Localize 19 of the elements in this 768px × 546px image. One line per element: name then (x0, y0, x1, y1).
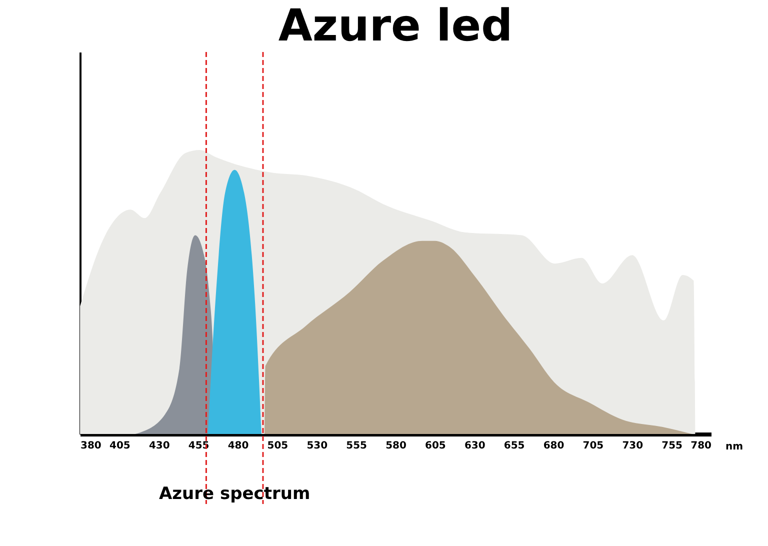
x-tick-label: 505 (267, 440, 288, 452)
x-tick-label: 480 (228, 440, 249, 452)
x-tick-label: 405 (110, 440, 130, 452)
x-tick-label: 730 (622, 440, 644, 452)
x-tick-label: 580 (386, 440, 406, 452)
x-tick-label: 630 (464, 440, 486, 452)
x-axis-title: nm (726, 442, 744, 452)
text: Azure spectrum (158, 484, 310, 504)
x-tick-label: 605 (425, 440, 446, 452)
x-tick-label: 680 (543, 440, 564, 452)
x-tick-label: 705 (582, 440, 604, 452)
chart-title: Azure led (278, 0, 513, 52)
x-tick-label: 655 (504, 440, 525, 452)
x-tick-label: 780 (690, 440, 712, 452)
x-tick-label: 430 (148, 440, 170, 452)
x-tick-label: 755 (662, 440, 683, 452)
x-tick-label: 380 (80, 440, 102, 452)
x-tick-label: 555 (346, 440, 368, 452)
x-tick-label: 530 (306, 440, 328, 452)
